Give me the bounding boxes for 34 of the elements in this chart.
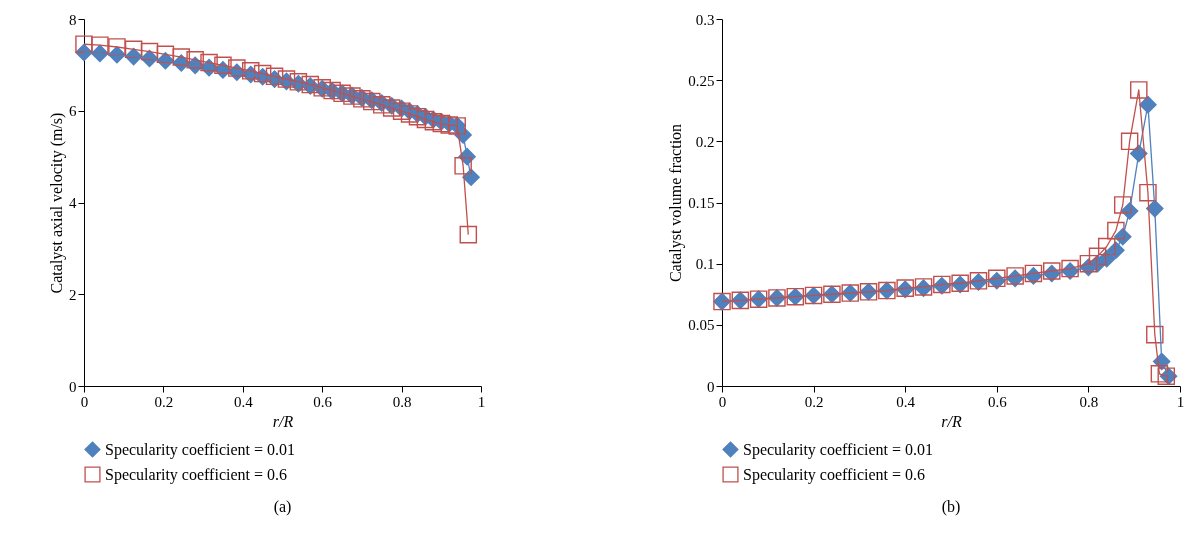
x-tick-label: 0.8 <box>392 393 412 410</box>
y-tick-label: 0.2 <box>695 133 715 150</box>
x-tick-label: 1 <box>477 393 486 410</box>
y-axis-title: Catalyst axial velocity (m/s) <box>48 112 66 294</box>
y-tick-label: 4 <box>69 195 77 211</box>
x-tick-label: 0.2 <box>804 393 824 410</box>
y-tick-label: 0.05 <box>688 317 715 334</box>
y-tick-label: 0.15 <box>688 195 715 211</box>
legend-label: Specularity coefficient = 0.6 <box>743 465 925 484</box>
x-tick-label: 0.4 <box>896 393 916 410</box>
x-tick-label: 0.2 <box>154 393 174 410</box>
legend-label: Specularity coefficient = 0.01 <box>105 440 295 459</box>
x-axis-title: r/R <box>941 412 962 430</box>
y-tick-label: 0 <box>69 378 77 395</box>
y-tick-label: 6 <box>69 103 77 120</box>
y-axis-title: Catalyst volume fraction <box>667 123 686 283</box>
y-tick-label: 0.25 <box>688 72 715 89</box>
x-tick-label: 0.6 <box>987 393 1008 410</box>
x-axis-title: r/R <box>272 412 294 430</box>
x-tick-label: 0.4 <box>233 393 254 410</box>
y-tick-label: 2 <box>69 286 77 303</box>
legend-label: Specularity coefficient = 0.6 <box>105 465 287 484</box>
y-tick-label: 8 <box>69 11 77 28</box>
y-tick-label: 0 <box>707 378 715 395</box>
y-tick-label: 0.1 <box>695 256 715 273</box>
x-tick-label: 1 <box>1176 393 1185 410</box>
text: (a) <box>273 498 292 516</box>
legend-label: Specularity coefficient = 0.01 <box>743 440 933 459</box>
text: (b) <box>941 498 961 516</box>
x-tick-label: 0 <box>718 393 727 410</box>
x-tick-label: 0 <box>80 393 89 410</box>
x-tick-label: 0.6 <box>313 393 333 410</box>
x-tick-label: 0.8 <box>1079 393 1099 410</box>
y-tick-label: 0.3 <box>695 11 715 28</box>
